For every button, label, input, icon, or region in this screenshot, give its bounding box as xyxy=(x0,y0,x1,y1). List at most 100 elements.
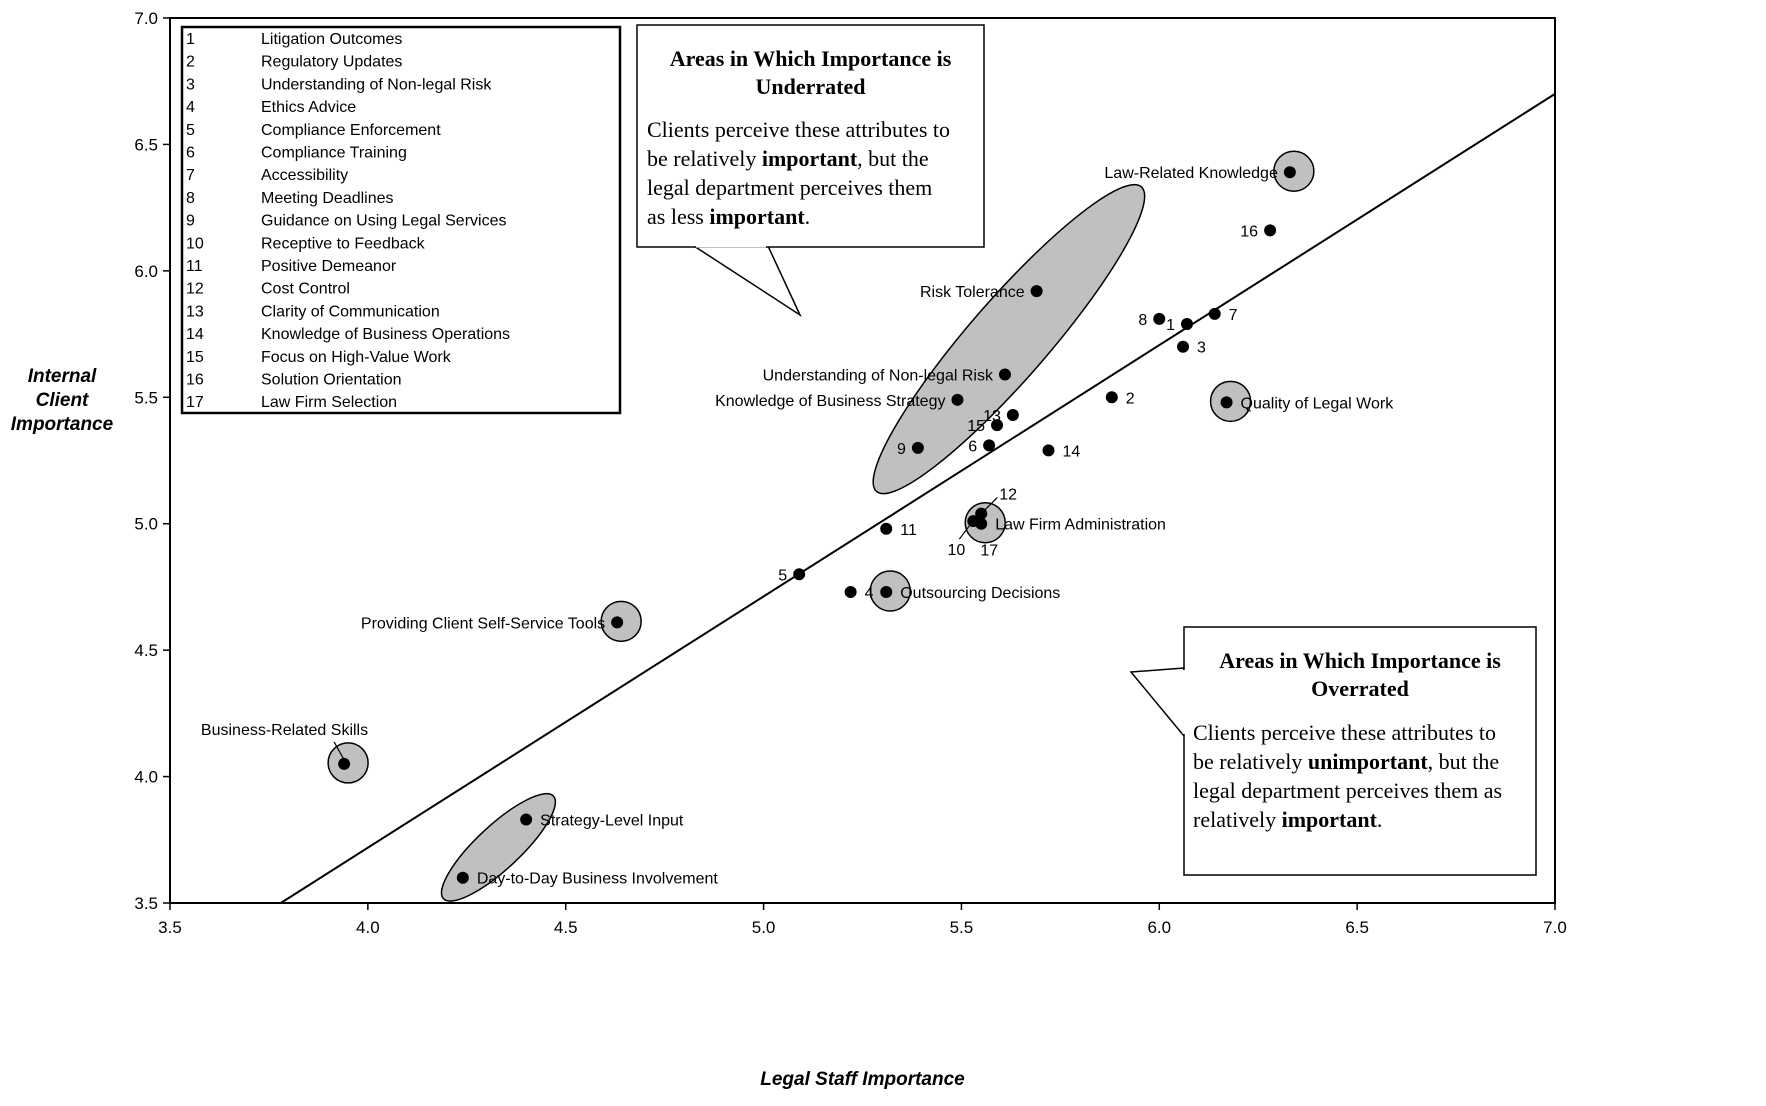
x-tick-label: 6.5 xyxy=(1345,918,1369,937)
callout-text-run: Clients perceive these attributes to xyxy=(647,117,950,142)
callout-title-line: Overrated xyxy=(1311,676,1409,701)
data-label: 4 xyxy=(865,585,874,602)
label-leader xyxy=(958,522,972,540)
x-axis-ticks: 3.5 4.0 4.5 5.0 5.5 6.0 6.5 7.0 xyxy=(158,903,1567,937)
legend-number: 12 xyxy=(186,281,204,298)
callout-text-run: as less xyxy=(647,204,709,229)
y-tick-label: 6.0 xyxy=(134,262,158,281)
callout-title-line: Underrated xyxy=(756,74,866,99)
legend-entry: Clarity of Communication xyxy=(261,303,440,320)
data-label: Business-Related Skills xyxy=(201,722,368,739)
data-points xyxy=(338,166,1296,884)
data-point xyxy=(1283,166,1296,179)
legend-entry: Cost Control xyxy=(261,281,350,298)
data-point xyxy=(793,568,806,581)
data-label: 6 xyxy=(968,438,977,455)
callout-text-run: important xyxy=(762,146,858,171)
callout-box xyxy=(1183,626,1537,876)
axis-titles: Legal Staff Importance Internal Client Imp… xyxy=(11,366,965,1090)
data-label: 14 xyxy=(1062,443,1080,460)
data-label: Law-Related Knowledge xyxy=(1104,165,1278,182)
data-point xyxy=(338,757,351,770)
callout-text-run: unimportant xyxy=(1308,749,1428,774)
legend-number: 10 xyxy=(186,235,204,252)
data-label: 8 xyxy=(1138,312,1147,329)
data-label: 1 xyxy=(1166,317,1175,334)
y-tick-label: 4.0 xyxy=(134,768,158,787)
data-label: 11 xyxy=(900,522,917,539)
legend-number: 1 xyxy=(186,31,195,48)
legend-entry: Focus on High-Value Work xyxy=(261,349,452,366)
data-label: Knowledge of Business Strategy xyxy=(715,393,945,410)
data-label: 17 xyxy=(980,543,998,560)
callout-pointer xyxy=(1129,667,1185,739)
highlight-ellipse xyxy=(872,183,1146,495)
callout-body-line: Clients perceive these attributes to xyxy=(647,117,950,142)
data-point xyxy=(520,813,533,826)
data-label: Risk Tolerance xyxy=(920,284,1025,301)
callout-title-line: Areas in Which Importance is xyxy=(670,46,952,71)
callouts: Areas in Which Importance is Underrated Cl… xyxy=(636,24,1537,876)
y-axis-ticks: 3.5 4.0 4.5 5.0 5.5 6.0 6.5 7.0 xyxy=(134,9,170,913)
legend-number: 7 xyxy=(186,167,195,184)
data-label: 16 xyxy=(1240,223,1258,240)
data-point xyxy=(951,393,964,406)
legend-entry: Guidance on Using Legal Services xyxy=(261,213,506,230)
data-label: Understanding of Non-legal Risk xyxy=(763,368,994,385)
callout-text-run: . xyxy=(1377,807,1383,832)
callout-text-run: , but the xyxy=(857,146,929,171)
x-tick-label: 5.5 xyxy=(950,918,974,937)
callout-text-run: important xyxy=(1282,807,1378,832)
legend-number: 3 xyxy=(186,76,195,93)
y-tick-label: 6.5 xyxy=(134,135,158,154)
data-point xyxy=(880,522,893,535)
data-point xyxy=(991,419,1004,432)
data-label: 12 xyxy=(999,487,1017,504)
callout-0: Areas in Which Importance is Underrated Cl… xyxy=(636,24,985,318)
data-label: Day-to-Day Business Involvement xyxy=(477,871,719,888)
label-leader xyxy=(333,741,345,761)
trend-line-group xyxy=(280,93,1556,904)
legend-number: 2 xyxy=(186,54,195,71)
data-point xyxy=(983,439,996,452)
x-axis-title: Legal Staff Importance xyxy=(760,1069,965,1090)
y-axis-title: Internal Client Importance xyxy=(11,366,114,435)
data-label: Strategy-Level Input xyxy=(540,813,684,830)
legend-number: 13 xyxy=(186,303,204,320)
legend-number: 4 xyxy=(186,99,195,116)
legend-entry: Positive Demeanor xyxy=(261,258,397,275)
data-label: Providing Client Self-Service Tools xyxy=(361,615,605,632)
callout-body-line: legal department perceives them xyxy=(647,175,932,200)
callout-text-run: be relatively xyxy=(647,146,762,171)
callout-body-line: be relatively unimportant, but the xyxy=(1193,749,1499,774)
data-point xyxy=(1030,285,1043,298)
data-point xyxy=(998,368,1011,381)
legend-number: 16 xyxy=(186,372,204,389)
legend-number: 15 xyxy=(186,349,204,366)
legend-number: 5 xyxy=(186,122,195,139)
legend-number: 6 xyxy=(186,145,195,162)
data-point xyxy=(1177,340,1190,353)
legend: 1 Litigation Outcomes 2 Regulatory Updates 3… xyxy=(180,25,622,415)
callout-text-run: important xyxy=(709,204,805,229)
data-point xyxy=(456,871,469,884)
x-tick-label: 3.5 xyxy=(158,918,182,937)
legend-entry: Compliance Training xyxy=(261,145,407,162)
legend-entry: Solution Orientation xyxy=(261,372,402,389)
callout-1: Areas in Which Importance is Overrated Cli… xyxy=(1129,626,1537,876)
legend-entry: Knowledge of Business Operations xyxy=(261,326,510,343)
legend-entry: Regulatory Updates xyxy=(261,54,402,71)
callout-text-run: , but the xyxy=(1428,749,1500,774)
legend-entry: Receptive to Feedback xyxy=(261,235,426,252)
x-tick-label: 5.0 xyxy=(752,918,776,937)
data-label: 9 xyxy=(897,441,906,458)
data-point xyxy=(975,517,988,530)
x-tick-label: 7.0 xyxy=(1543,918,1567,937)
callout-body-line: Clients perceive these attributes to xyxy=(1193,720,1496,745)
x-tick-label: 4.0 xyxy=(356,918,380,937)
legend-entry: Accessibility xyxy=(261,167,348,184)
callout-body-line: as less important. xyxy=(647,204,810,229)
legend-entry: Understanding of Non-legal Risk xyxy=(261,76,492,93)
y-axis-title-line: Importance xyxy=(11,414,114,435)
